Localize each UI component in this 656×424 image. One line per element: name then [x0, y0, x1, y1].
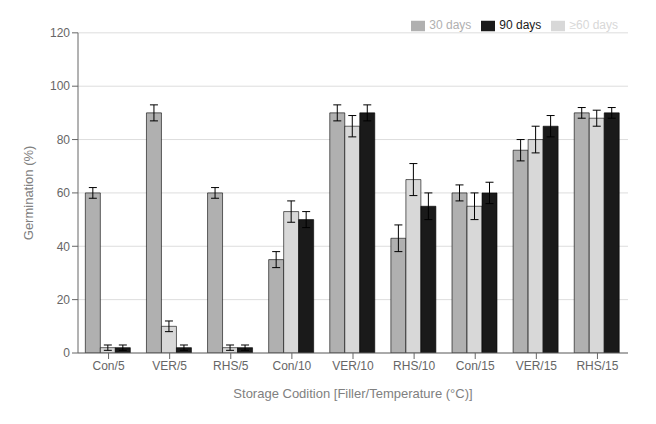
svg-text:20: 20: [57, 293, 71, 307]
html-text:30 days: 30 days: [429, 18, 472, 32]
svg-text:0: 0: [63, 346, 70, 360]
svg-text:40: 40: [57, 240, 71, 254]
html-text:≥60 days: ≥60 days: [569, 18, 618, 32]
svg-text:VER/5: VER/5: [152, 359, 187, 373]
svg-text:60: 60: [57, 186, 71, 200]
svg-text:100: 100: [50, 79, 70, 93]
svg-text:RHS/5: RHS/5: [213, 359, 249, 373]
svg-text:Con/15: Con/15: [456, 359, 495, 373]
svg-text:Germination (%): Germination (%): [21, 146, 36, 241]
svg-text:120: 120: [50, 26, 70, 40]
svg-text:Storage Codition [Filler/Tempe: Storage Codition [Filler/Temperature (°C…: [233, 386, 472, 401]
svg-text:RHS/10: RHS/10: [393, 359, 435, 373]
svg-text:VER/15: VER/15: [516, 359, 558, 373]
svg-text:80: 80: [57, 133, 71, 147]
svg-text:RHS/15: RHS/15: [576, 359, 618, 373]
svg-text:Con/10: Con/10: [273, 359, 312, 373]
html-text:90 days: 90 days: [499, 18, 542, 32]
svg-text:Con/5: Con/5: [93, 359, 125, 373]
svg-text:VER/10: VER/10: [332, 359, 374, 373]
